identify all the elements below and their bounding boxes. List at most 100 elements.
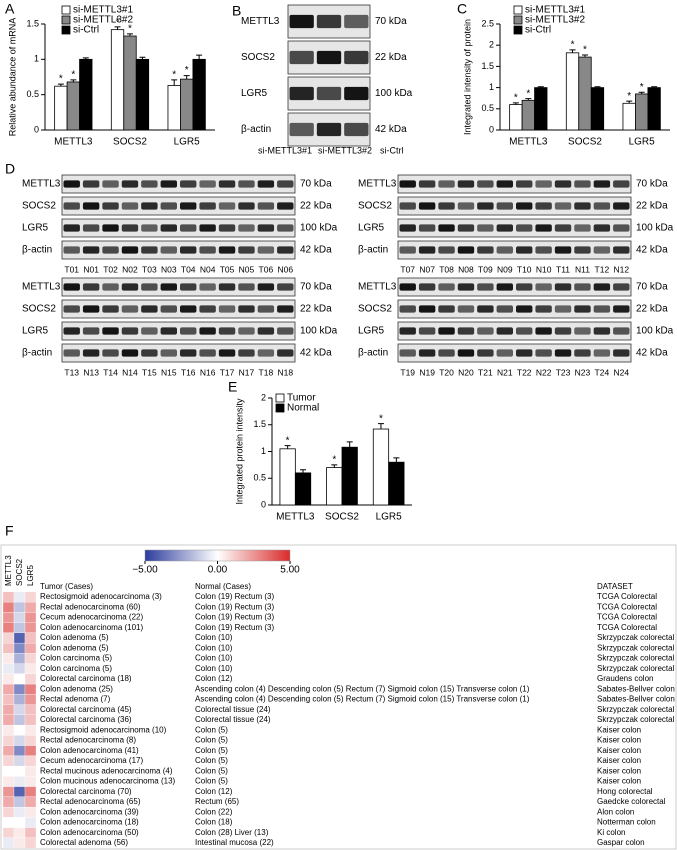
heatmap-cell — [2, 663, 15, 675]
blot-band — [63, 180, 80, 188]
blot-band — [82, 246, 100, 254]
significance-mark: * — [379, 413, 383, 424]
heatmap-cell — [2, 622, 15, 634]
tumor-cell: Colon adenoma (5) — [40, 643, 109, 652]
column-label: LGR5 — [26, 565, 35, 586]
blot-band — [593, 224, 611, 232]
protein-label: β-actin — [22, 348, 52, 359]
heatmap-cell — [13, 765, 26, 777]
blot-band — [199, 305, 216, 313]
heatmap-cell — [24, 632, 37, 644]
blot-band — [160, 327, 177, 335]
blot-band — [141, 246, 158, 254]
blot-band — [63, 305, 80, 313]
lane-label: T21 — [478, 367, 493, 377]
heatmap-cell — [24, 837, 37, 849]
blot-band — [238, 283, 255, 291]
protein-label: SOCS2 — [241, 52, 275, 63]
heatmap-cell — [13, 683, 26, 695]
x-tick-label: LGR5 — [174, 137, 201, 148]
blot-band — [554, 202, 572, 210]
protein-label: SOCS2 — [22, 201, 56, 212]
blot-band — [160, 202, 177, 210]
blot-band — [438, 305, 455, 313]
significance-mark: * — [627, 91, 631, 102]
blot-band — [63, 202, 80, 210]
blot-band — [218, 180, 236, 188]
blot-band — [238, 246, 255, 254]
legend-label: Normal — [287, 403, 319, 414]
blot-band — [160, 246, 177, 254]
blot-band — [63, 246, 80, 254]
blot-band — [613, 283, 630, 291]
heatmap-cell — [2, 683, 15, 695]
blot-strip — [397, 174, 632, 194]
blot-band — [180, 305, 197, 313]
lane-label: N18 — [277, 367, 293, 377]
normal-cell: Colon (19) Rectum (3) — [195, 623, 274, 632]
significance-mark: * — [514, 93, 518, 104]
blot-band — [535, 246, 552, 254]
y-tick-label: 0.5 — [481, 103, 494, 113]
blot-band — [82, 180, 100, 188]
lane-label: N23 — [575, 367, 591, 377]
heatmap-cell — [24, 663, 37, 675]
blot-band — [218, 327, 236, 335]
bar — [167, 85, 181, 131]
blot-band — [102, 327, 119, 335]
error-bar — [651, 86, 658, 88]
bar — [54, 85, 68, 131]
lane-label: T22 — [517, 367, 532, 377]
lane-label: si-Ctrl — [380, 145, 404, 155]
x-tick-label: METTL3 — [509, 137, 548, 148]
x-tick-label: SOCS2 — [568, 137, 602, 148]
blot-band — [257, 305, 275, 313]
heatmap-cell — [2, 694, 15, 705]
blot-band — [63, 349, 80, 357]
blot-band — [257, 180, 275, 188]
blot-band — [535, 327, 552, 335]
normal-cell: Colon (5) — [195, 777, 228, 786]
y-tick-label: 1.5 — [481, 61, 494, 71]
blot-band — [141, 224, 158, 232]
heatmap-cell — [24, 724, 37, 736]
blot-band — [238, 224, 255, 232]
dataset-cell: Kaiser colon — [597, 777, 641, 786]
x-tick-label: METTL3 — [276, 512, 315, 523]
blot-band — [102, 305, 119, 313]
tumor-cell: Cecum adenocarcinoma (22) — [40, 613, 143, 622]
blot-band — [180, 327, 197, 335]
heatmap-cell — [2, 765, 15, 777]
protein-label: SOCS2 — [358, 201, 392, 212]
dataset-cell: Skrzypczak colorectal 2 — [597, 633, 677, 642]
normal-cell: Ascending colon (4) Descending colon (5)… — [195, 695, 530, 704]
heatmap-cell — [13, 622, 26, 634]
protein-label: β-actin — [358, 348, 388, 359]
normal-cell: Colon (10) — [195, 654, 233, 663]
heatmap-cell — [24, 683, 37, 695]
bar — [341, 446, 358, 506]
y-axis-label: Integrated intensity of protein — [462, 19, 472, 135]
bar — [622, 102, 636, 131]
tumor-cell: Colon adenocarcinoma (101) — [40, 623, 144, 632]
x-tick-label: LGR5 — [376, 512, 403, 523]
blot-band — [613, 180, 630, 188]
normal-cell: Colon (10) — [195, 633, 233, 642]
lane-label: T12 — [595, 264, 610, 274]
lane-label: N09 — [497, 264, 513, 274]
tumor-cell: Colon carcinoma (5) — [40, 664, 112, 673]
heatmap-cell — [2, 653, 15, 664]
blot-band — [574, 224, 591, 232]
blot-band — [121, 305, 139, 313]
blot-band — [477, 327, 494, 335]
lane-label: T07 — [400, 264, 415, 274]
blot-band — [344, 122, 369, 137]
blot-band — [199, 246, 216, 254]
blot-band — [496, 327, 513, 335]
blot-band — [516, 305, 533, 313]
normal-cell: Colon (5) — [195, 725, 228, 734]
size-label: 42 kDa — [375, 124, 407, 135]
lane-label: N02 — [122, 264, 138, 274]
lane-label: T17 — [220, 367, 235, 377]
y-tick-label: 2.5 — [481, 18, 494, 28]
